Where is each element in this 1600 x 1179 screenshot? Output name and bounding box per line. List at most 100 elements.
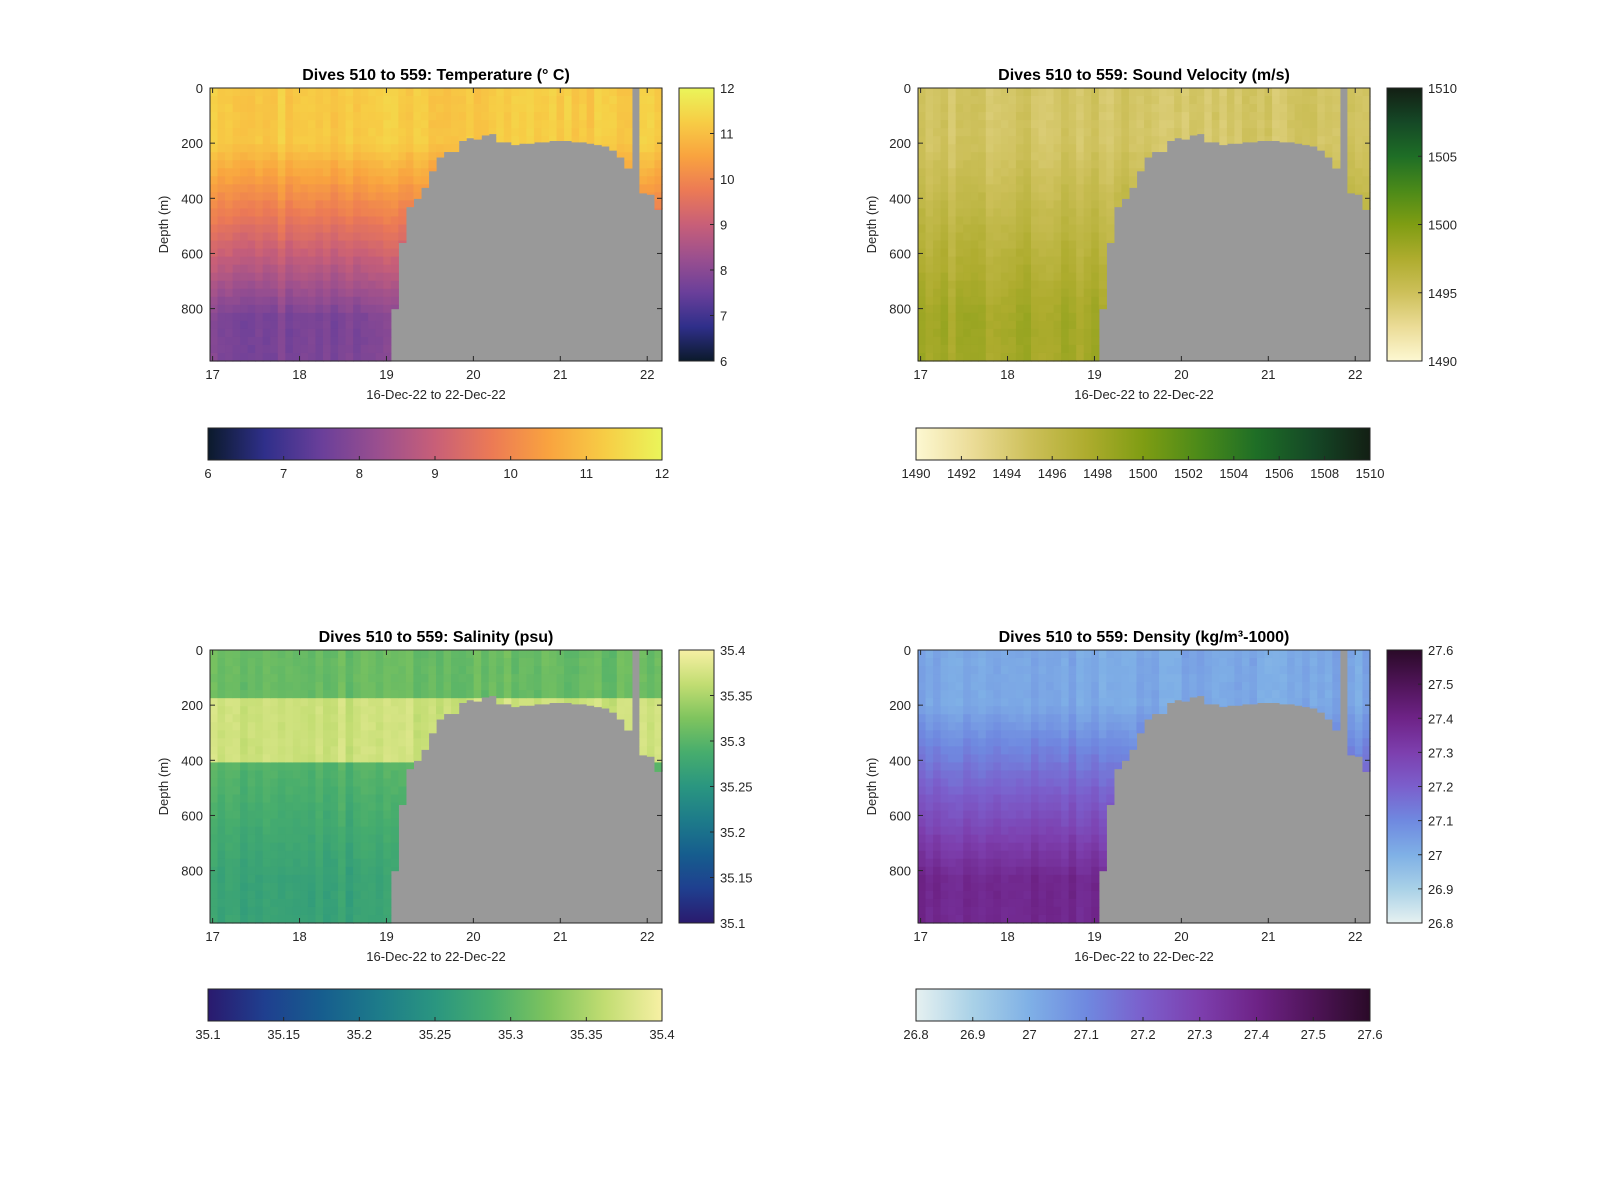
heat-cell — [270, 352, 279, 362]
heat-cell — [1038, 352, 1047, 362]
heat-cell — [503, 666, 512, 675]
heat-cell — [1046, 794, 1055, 804]
heat-cell — [240, 914, 249, 924]
heat-cell — [955, 802, 964, 812]
heat-cell — [624, 136, 633, 145]
heat-cell — [955, 168, 964, 177]
heat-cell — [1023, 184, 1032, 193]
heat-cell — [398, 144, 407, 153]
heat-cell — [1053, 674, 1062, 683]
heat-cell — [360, 706, 369, 715]
heat-cell — [654, 88, 663, 97]
heat-cell — [1061, 320, 1070, 330]
heat-cell — [375, 320, 384, 330]
heat-cell — [1000, 834, 1009, 844]
heat-cell — [247, 802, 256, 812]
heat-cell — [1046, 328, 1055, 338]
heat-cell — [307, 898, 317, 908]
heat-cell — [1000, 296, 1009, 306]
heat-cell — [240, 666, 249, 675]
heat-cell — [985, 352, 994, 362]
heat-cell — [1053, 770, 1062, 780]
heat-cell — [398, 770, 407, 780]
heat-cell — [285, 866, 294, 876]
heat-cell — [993, 272, 1002, 282]
heat-cell — [368, 858, 377, 868]
colorbar-bottom-label: 35.35 — [570, 1027, 603, 1042]
heat-cell — [413, 730, 422, 739]
heat-cell — [405, 96, 414, 105]
heat-cell — [564, 650, 573, 659]
heat-cell — [1106, 738, 1115, 747]
heat-cell — [1083, 136, 1092, 145]
heat-cell — [1354, 714, 1364, 723]
heat-cell — [1015, 658, 1025, 667]
heat-cell — [1347, 152, 1356, 161]
heat-cell — [933, 224, 942, 234]
heat-cell — [963, 690, 972, 699]
heat-cell — [1031, 762, 1040, 772]
heat-cell — [353, 746, 362, 755]
heat-cell — [963, 304, 972, 314]
heat-cell — [1015, 152, 1025, 161]
heat-cell — [985, 818, 994, 828]
heat-cell — [985, 176, 994, 185]
heat-cell — [345, 232, 354, 242]
heat-cell — [918, 320, 927, 330]
heat-cell — [413, 682, 422, 691]
heat-cell — [1241, 136, 1251, 143]
heat-cell — [993, 144, 1002, 153]
heat-cell — [1038, 842, 1047, 852]
heat-cell — [1091, 168, 1100, 177]
heat-cell — [993, 240, 1002, 250]
heat-cell — [978, 866, 987, 876]
heat-cell — [1098, 778, 1107, 788]
heat-cell — [1053, 730, 1062, 739]
heat-cell — [225, 866, 234, 876]
heat-cell — [1038, 200, 1047, 210]
heat-cell — [277, 344, 286, 354]
heat-cell — [1076, 344, 1085, 354]
heat-cell — [601, 136, 610, 145]
heat-cell — [1219, 128, 1228, 137]
heat-cell — [232, 224, 241, 234]
heat-cell — [375, 96, 384, 105]
heat-cell — [225, 762, 234, 772]
colorbar-right-label: 1505 — [1428, 149, 1457, 164]
heat-cell — [1113, 762, 1122, 770]
heat-cell — [1106, 802, 1115, 806]
heat-cell — [360, 336, 369, 346]
heat-cell — [940, 192, 949, 202]
heat-cell — [277, 738, 286, 747]
heat-cell — [436, 136, 445, 145]
heat-cell — [985, 200, 994, 210]
heat-cell — [978, 200, 987, 210]
heat-cell — [948, 770, 957, 780]
heat-cell — [601, 690, 610, 699]
heat-cell — [978, 128, 987, 137]
heat-cell — [210, 834, 219, 844]
heat-cell — [1121, 192, 1130, 199]
heat-cell — [481, 682, 490, 691]
heat-cell — [210, 666, 219, 675]
heat-cell — [1053, 906, 1062, 916]
colorbar-right-label: 27.2 — [1428, 780, 1453, 795]
heat-cell — [277, 232, 286, 242]
heat-cell — [1113, 160, 1122, 169]
heat-cell — [1347, 112, 1356, 121]
heat-cell — [277, 722, 286, 731]
heat-cell — [955, 850, 964, 860]
heat-cell — [481, 112, 490, 121]
heat-cell — [1000, 898, 1009, 908]
heat-cell — [270, 850, 279, 860]
heat-cell — [1000, 120, 1009, 129]
heat-cell — [1121, 722, 1130, 731]
heat-cell — [375, 738, 384, 747]
heat-cell — [390, 674, 399, 683]
heat-cell — [1023, 288, 1032, 298]
heat-cell — [383, 232, 392, 242]
heat-cell — [1038, 858, 1047, 868]
heat-cell — [270, 730, 279, 739]
heat-cell — [963, 850, 972, 860]
heat-cell — [1083, 192, 1092, 202]
